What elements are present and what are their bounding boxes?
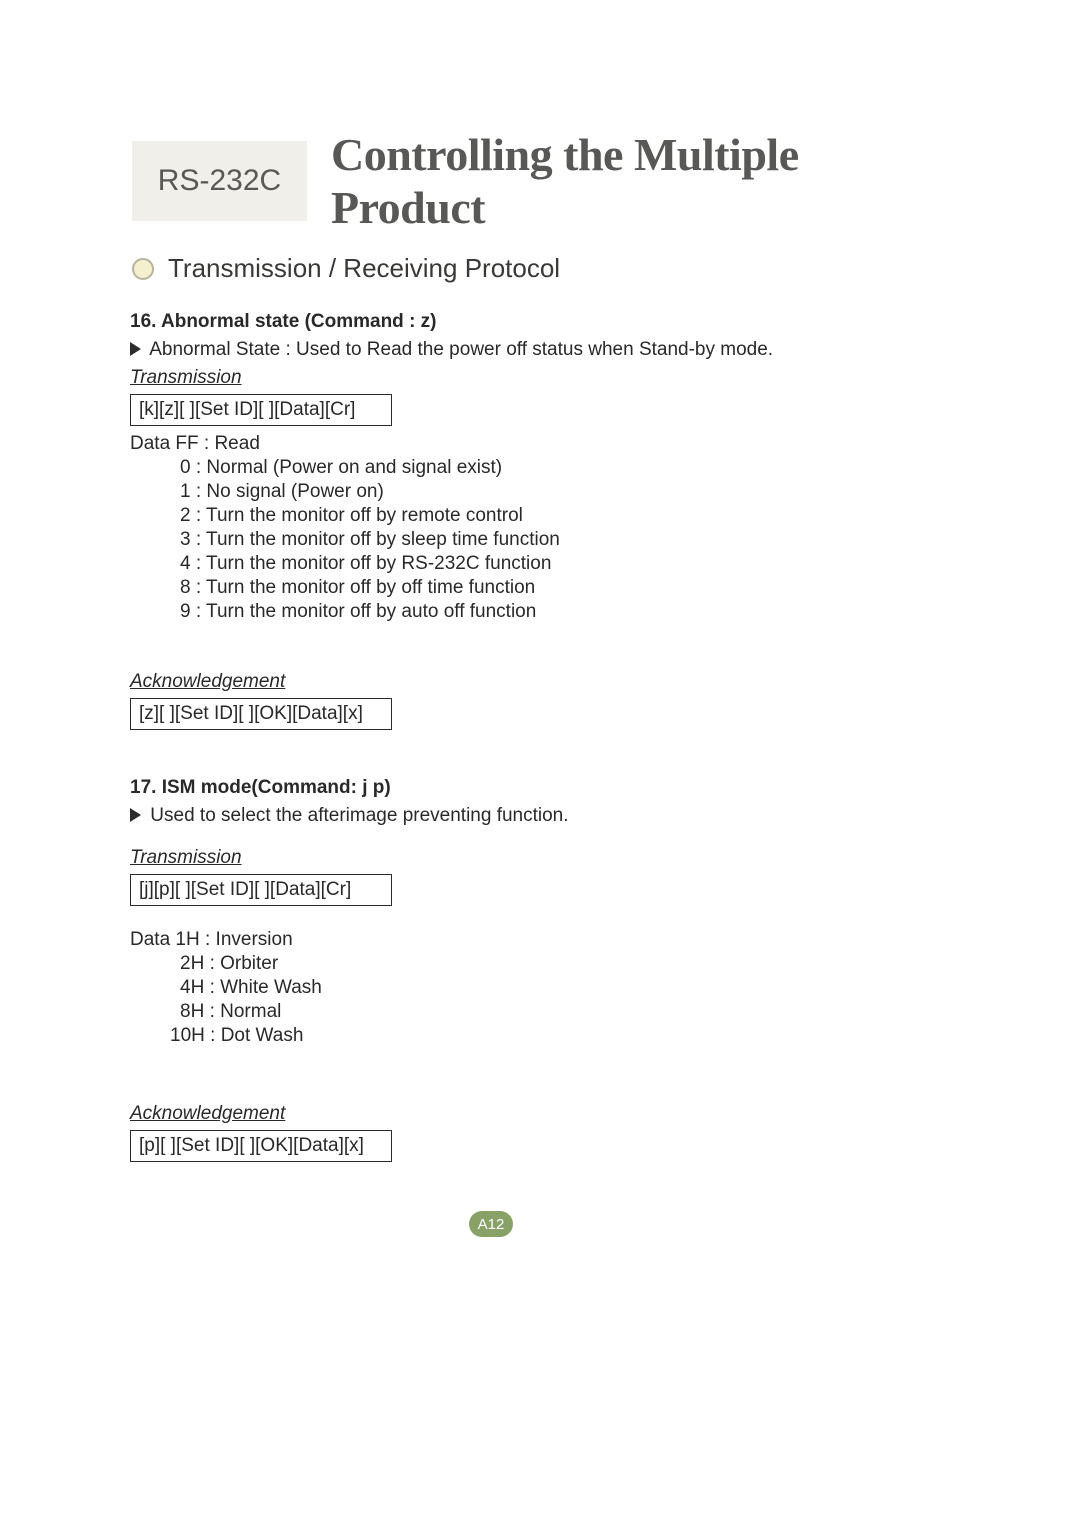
cmd17-ack-label: Acknowledgement [130, 1102, 950, 1126]
cmd16-desc-row: Abnormal State : Used to Read the power … [130, 338, 950, 362]
cmd17-trans-label: Transmission [130, 846, 950, 870]
triangle-icon [130, 808, 141, 822]
title-tag: RS-232C [158, 164, 281, 198]
cmd17-data-line: Data 1H : Inversion [130, 928, 950, 952]
cmd16-ack-label: Acknowledgement [130, 670, 950, 694]
section-heading-row: Transmission / Receiving Protocol [132, 253, 560, 284]
cmd16-trans-code: [k][z][ ][Set ID][ ][Data][Cr] [130, 394, 392, 426]
section-heading: Transmission / Receiving Protocol [168, 253, 560, 284]
cmd17-data-line: 4H : White Wash [130, 976, 950, 1000]
cmd17-data-line-last: 10H : Dot Wash [130, 1024, 950, 1048]
triangle-icon [130, 342, 141, 356]
cmd16-ack-code: [z][ ][Set ID][ ][OK][Data][x] [130, 698, 392, 730]
cmd16-data-line: 4 : Turn the monitor off by RS-232C func… [130, 552, 950, 576]
cmd16-data-line: 0 : Normal (Power on and signal exist) [130, 456, 950, 480]
cmd17-data-block: Data 1H : Inversion 2H : Orbiter 4H : Wh… [130, 928, 950, 1048]
title-main: Controlling the Multiple Product [331, 128, 942, 234]
title-tag-box: RS-232C [132, 141, 307, 221]
title-block: RS-232C Controlling the Multiple Product [132, 141, 942, 221]
cmd17-desc-row: Used to select the afterimage preventing… [130, 804, 950, 828]
cmd16-data-prefix: Data FF : Read [130, 432, 950, 456]
cmd16-data-line: 9 : Turn the monitor off by auto off fun… [130, 600, 950, 624]
cmd16-heading: 16. Abnormal state (Command : z) [130, 310, 950, 334]
cmd17-trans-code: [j][p][ ][Set ID][ ][Data][Cr] [130, 874, 392, 906]
page-number-badge: A12 [469, 1211, 513, 1237]
page: RS-232C Controlling the Multiple Product… [0, 0, 1080, 1528]
cmd16-desc: Abnormal State : Used to Read the power … [149, 339, 773, 360]
cmd16-data-line: 2 : Turn the monitor off by remote contr… [130, 504, 950, 528]
page-number: A12 [478, 1216, 505, 1233]
cmd17-data-line: 2H : Orbiter [130, 952, 950, 976]
cmd16-data-line: 8 : Turn the monitor off by off time fun… [130, 576, 950, 600]
cmd16-data-line: 1 : No signal (Power on) [130, 480, 950, 504]
cmd16-trans-label: Transmission [130, 366, 950, 390]
title-main-box: Controlling the Multiple Product [307, 141, 942, 221]
cmd17-heading: 17. ISM mode(Command: j p) [130, 776, 950, 800]
cmd16-data-line: 3 : Turn the monitor off by sleep time f… [130, 528, 950, 552]
bullet-icon [132, 258, 154, 280]
cmd16-data-block: Data FF : Read 0 : Normal (Power on and … [130, 432, 950, 624]
content-area: 16. Abnormal state (Command : z) Abnorma… [130, 310, 950, 1168]
cmd17-ack-code: [p][ ][Set ID][ ][OK][Data][x] [130, 1130, 392, 1162]
cmd17-data-line: 8H : Normal [130, 1000, 950, 1024]
cmd17-desc: Used to select the afterimage preventing… [150, 805, 568, 826]
